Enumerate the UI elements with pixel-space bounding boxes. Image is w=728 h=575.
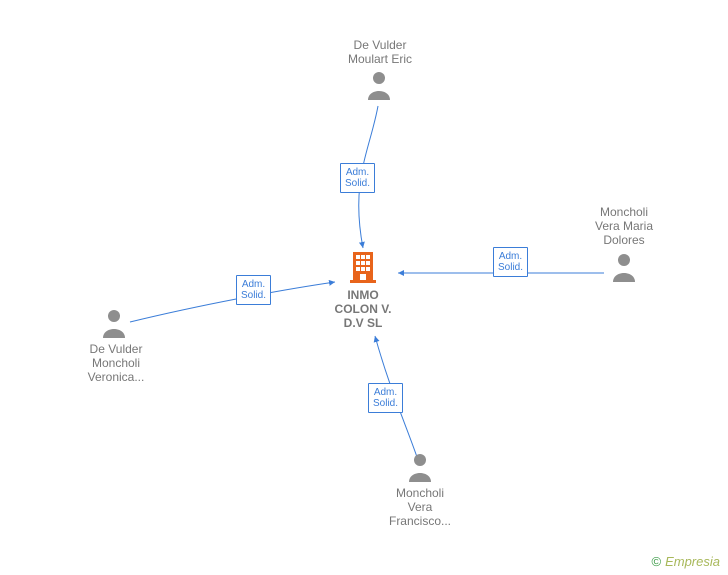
person-icon: [407, 452, 433, 482]
edge-label-top: Adm. Solid.: [340, 163, 375, 193]
person-icon: [101, 308, 127, 338]
node-right-person[interactable]: [610, 252, 638, 286]
node-top-person[interactable]: [365, 70, 393, 104]
node-bottom-label-wrap: Moncholi Vera Francisco...: [380, 486, 460, 528]
node-right-label-wrap: Moncholi Vera Maria Dolores: [588, 205, 660, 247]
person-icon: [611, 252, 637, 282]
edge-left: [130, 282, 335, 322]
watermark: © Empresia: [651, 554, 720, 569]
node-left-label-wrap: De Vulder Moncholi Veronica...: [78, 342, 154, 384]
watermark-text: Empresia: [665, 554, 720, 569]
node-center-company[interactable]: [343, 250, 383, 288]
node-left-label: De Vulder Moncholi Veronica...: [78, 342, 154, 384]
node-top-label: De Vulder Moulart Eric: [340, 38, 420, 66]
node-bottom-label: Moncholi Vera Francisco...: [380, 486, 460, 528]
building-icon: [348, 250, 378, 284]
node-top-label-wrap: De Vulder Moulart Eric: [340, 38, 420, 66]
node-right-label: Moncholi Vera Maria Dolores: [588, 205, 660, 247]
edge-label-left: Adm. Solid.: [236, 275, 271, 305]
person-icon: [366, 70, 392, 100]
node-bottom-person[interactable]: [406, 452, 434, 486]
copyright-symbol: ©: [651, 554, 661, 569]
edge-label-right: Adm. Solid.: [493, 247, 528, 277]
node-center-label: INMO COLON V. D.V SL: [330, 288, 396, 330]
edge-label-bottom: Adm. Solid.: [368, 383, 403, 413]
node-left-person[interactable]: [100, 308, 128, 342]
node-center-label-wrap: INMO COLON V. D.V SL: [330, 288, 396, 330]
